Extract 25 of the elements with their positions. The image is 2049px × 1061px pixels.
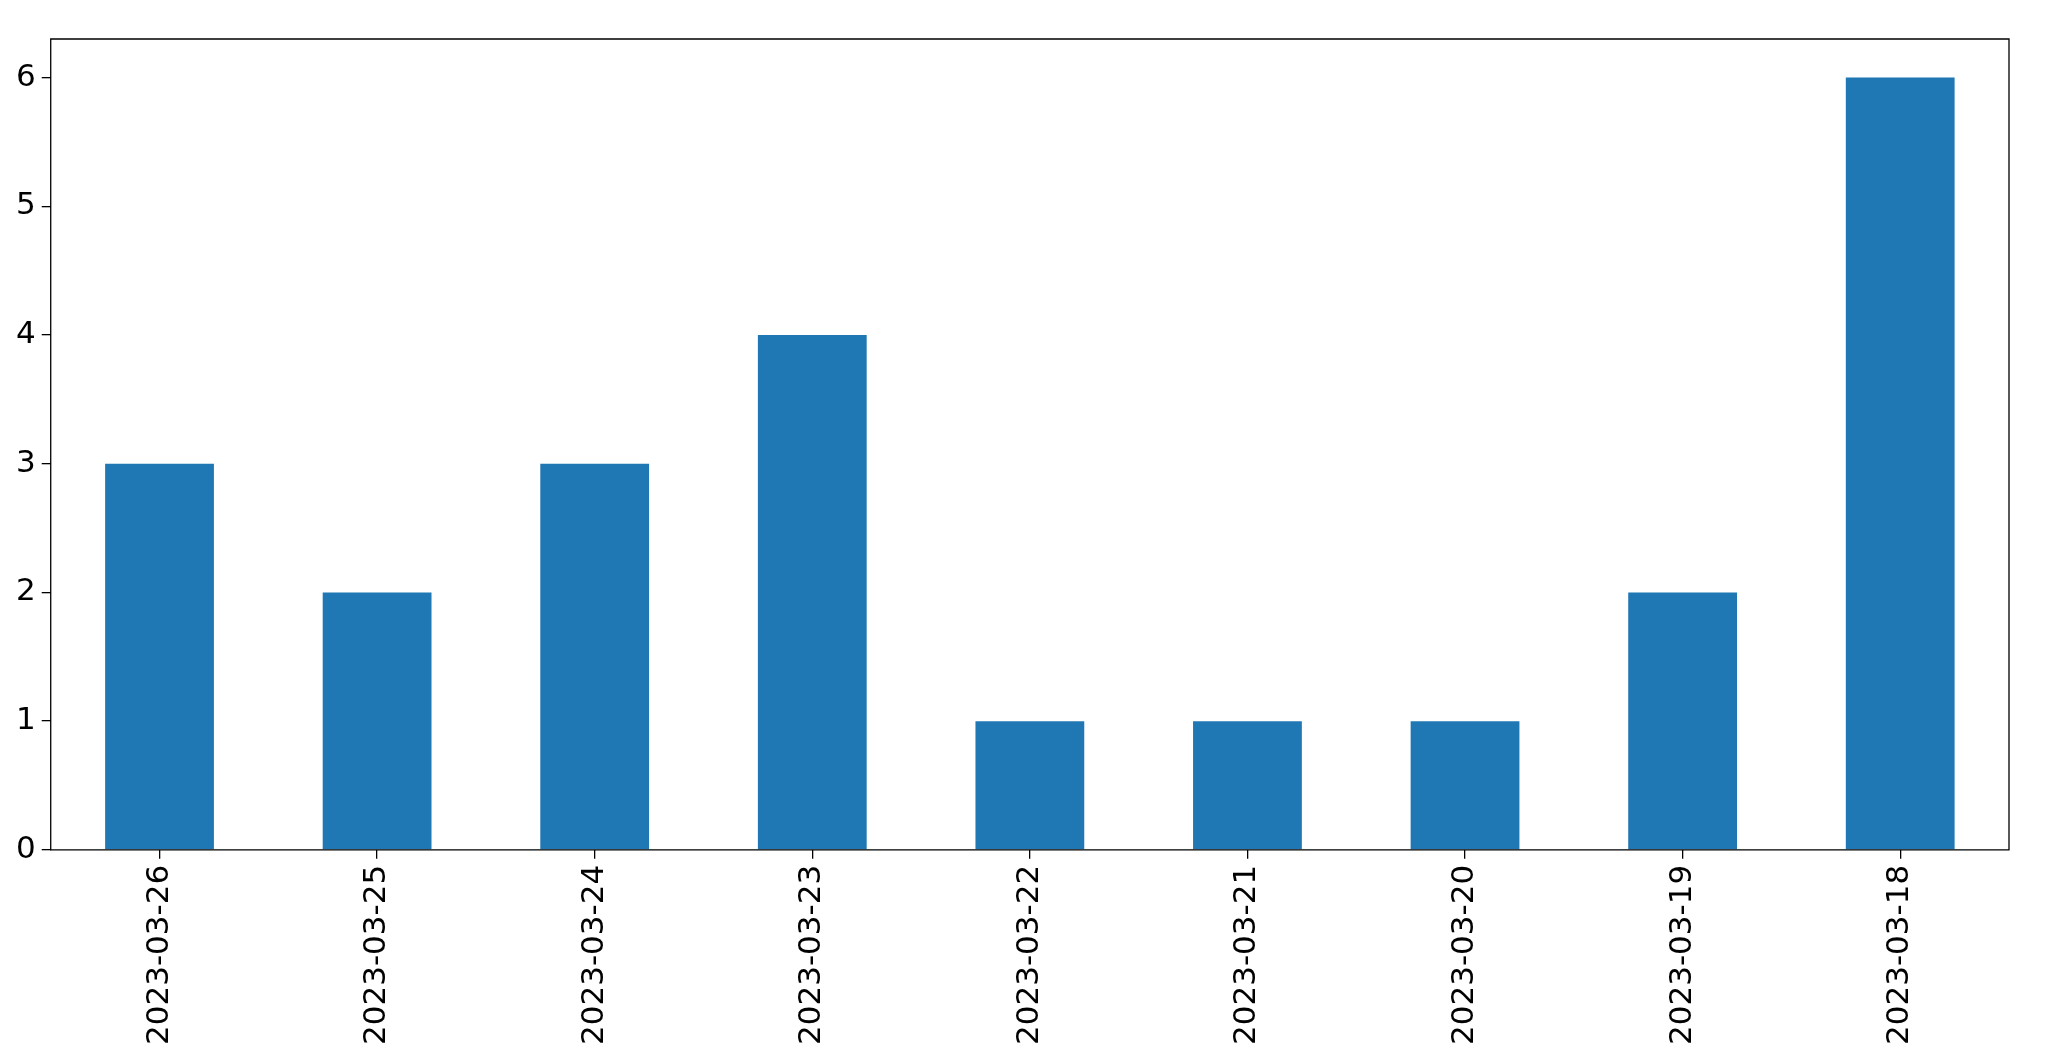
x-tick-label: 2023-03-20: [1444, 864, 1481, 1046]
y-tick-label: 3: [15, 442, 36, 479]
y-tick-label: 2: [15, 571, 36, 608]
x-tick-label: 2023-03-26: [138, 864, 175, 1046]
x-tick-label: 2023-03-19: [1661, 864, 1698, 1046]
bar: [757, 335, 867, 850]
y-tick-label: 4: [15, 314, 36, 351]
bar: [540, 463, 650, 850]
bar: [1410, 721, 1520, 850]
x-tick-label: 2023-03-18: [1879, 864, 1916, 1046]
x-tick-label: 2023-03-22: [1008, 864, 1045, 1046]
bar: [975, 721, 1085, 850]
y-tick-label: 6: [15, 56, 36, 93]
x-tick-label: 2023-03-24: [573, 864, 610, 1046]
bar: [105, 463, 214, 850]
x-tick-label: 2023-03-25: [356, 864, 393, 1046]
y-tick-label: 5: [15, 185, 36, 222]
y-tick-label: 1: [15, 700, 36, 737]
bar: [1193, 721, 1302, 850]
bar: [322, 592, 432, 850]
x-tick-label: 2023-03-23: [791, 864, 828, 1046]
x-tick-label: 2023-03-21: [1226, 864, 1263, 1046]
y-tick-label: 0: [15, 828, 36, 865]
bar: [1628, 592, 1738, 850]
bar: [1845, 77, 1955, 850]
